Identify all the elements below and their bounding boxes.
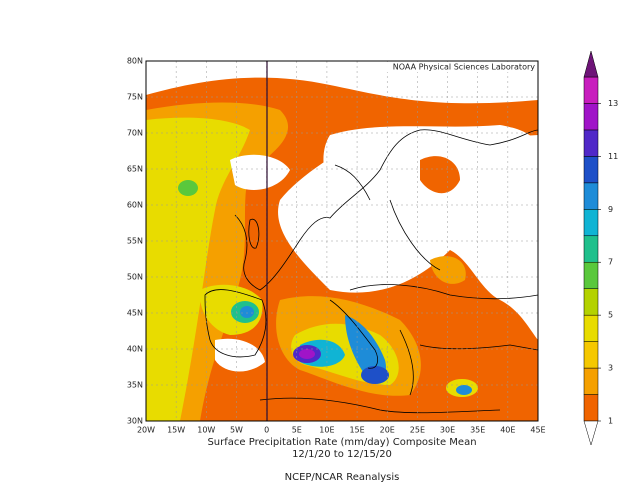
lat-label: 70N <box>127 129 143 138</box>
colorbar-label: 3 <box>608 364 613 373</box>
colorbar-segment <box>583 367 599 395</box>
lon-label: 20E <box>380 426 395 435</box>
lat-label: 65N <box>127 165 143 174</box>
lon-label: 10W <box>197 426 215 435</box>
lat-label: 80N <box>127 57 143 66</box>
lat-label: 55N <box>127 237 143 246</box>
colorbar-label: 9 <box>608 205 613 214</box>
lon-label: 5W <box>230 426 243 435</box>
colorbar-label: 11 <box>608 152 618 161</box>
colorbar-segment <box>583 76 599 104</box>
colorbar-segment <box>583 129 599 157</box>
caption-dates: 12/1/20 to 12/15/20 <box>292 449 392 460</box>
colorbar-segment <box>583 235 599 263</box>
lon-label: 0 <box>264 426 269 435</box>
lat-label: 40N <box>127 345 143 354</box>
lon-label: 30E <box>440 426 455 435</box>
colorbar-segment <box>583 394 599 422</box>
caption-title: Surface Precipitation Rate (mm/day) Comp… <box>207 437 476 448</box>
map-field <box>146 61 538 421</box>
lon-label: 45E <box>530 426 545 435</box>
lat-label: 75N <box>127 93 143 102</box>
colorbar-over <box>583 50 599 78</box>
colorbar-segment <box>583 261 599 289</box>
colorbar-segment <box>583 288 599 316</box>
colorbar-segment <box>583 209 599 237</box>
caption-source: NCEP/NCAR Reanalysis <box>285 472 400 483</box>
lat-label: 30N <box>127 417 143 426</box>
credit-box <box>372 62 537 72</box>
lat-label: 60N <box>127 201 143 210</box>
lat-label: 45N <box>127 309 143 318</box>
credit: NOAA Physical Sciences Laboratory <box>393 63 536 72</box>
colorbar-segment <box>583 103 599 131</box>
lon-label: 20W <box>137 426 155 435</box>
lat-label: 35N <box>127 381 143 390</box>
lon-label: 35E <box>470 426 485 435</box>
lon-label: 10E <box>319 426 334 435</box>
colorbar-label: 7 <box>608 258 613 267</box>
lon-label: 15W <box>167 426 185 435</box>
colorbar-segment <box>583 314 599 342</box>
lon-label: 25E <box>410 426 425 435</box>
colorbar-label: 13 <box>608 99 618 108</box>
colorbar-label: 1 <box>608 417 613 426</box>
colorbar-label: 5 <box>608 311 613 320</box>
lat-label: 50N <box>127 273 143 282</box>
lon-label: 40E <box>500 426 515 435</box>
colorbar-segment <box>583 341 599 369</box>
colorbar-segment <box>583 156 599 184</box>
colorbar-segment <box>583 182 599 210</box>
lon-label: 5E <box>292 426 302 435</box>
map-frame <box>145 60 539 422</box>
lon-label: 15E <box>349 426 364 435</box>
colorbar-under <box>583 420 599 446</box>
